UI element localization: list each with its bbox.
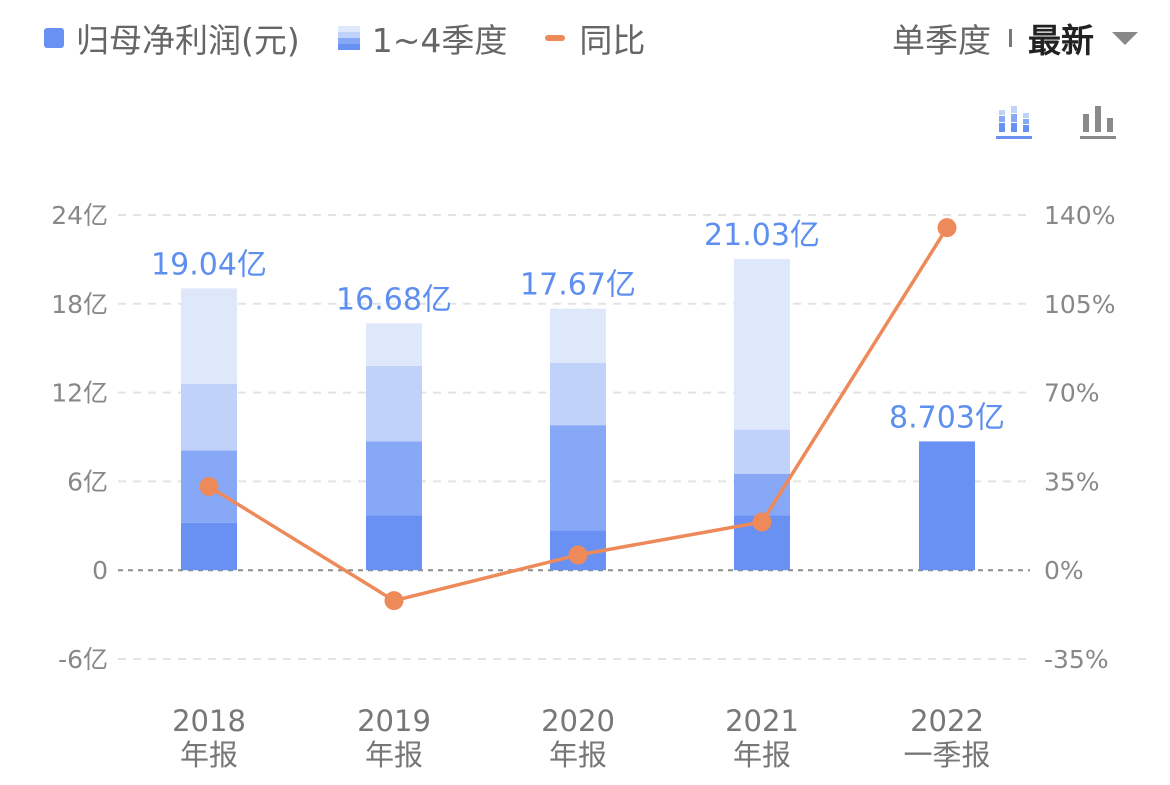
bar-segment-q4 [181, 288, 237, 384]
legend-item-quarters[interactable]: 1~4季度 [337, 14, 508, 62]
legend-swatch-yoy [545, 35, 566, 41]
bar-segment-q4 [734, 258, 790, 430]
bar-total-label: 16.68亿 [336, 282, 452, 317]
legend-item-net-profit[interactable]: 归母净利润(元) [44, 14, 300, 62]
single-quarter-option[interactable]: 单季度 [892, 21, 991, 60]
yoy-point [937, 218, 957, 238]
x-tick-year: 2018 [172, 704, 246, 738]
x-tick-year: 2022 [910, 704, 984, 738]
y-left-tick-label: 12亿 [51, 379, 108, 408]
bar-total-label: 19.04亿 [151, 247, 267, 282]
y-left-tick-label: 24亿 [51, 201, 108, 230]
bar-segment-q4 [550, 308, 606, 363]
period-separator [1009, 29, 1012, 47]
bar-segment-q1 [919, 441, 975, 571]
x-tick-report: 年报 [549, 738, 607, 772]
y-left-tick-label: 18亿 [51, 290, 108, 319]
bar-chart-icon[interactable] [1080, 104, 1116, 142]
legend-label-net-profit: 归母净利润(元) [76, 21, 300, 60]
x-tick-report: 年报 [733, 738, 791, 772]
yoy-point [752, 512, 772, 532]
legend-swatch-quarters [337, 26, 360, 50]
legend-swatch-net-profit [44, 28, 64, 48]
y-right-tick-label: 140% [1044, 201, 1115, 230]
bar-segment-q2 [366, 441, 422, 516]
bar-segment-q2 [734, 474, 790, 516]
y-right-tick-label: 105% [1044, 290, 1115, 319]
y-right-tick-label: 70% [1044, 379, 1100, 408]
yoy-point [568, 545, 588, 565]
y-right-tick-label: 0% [1044, 556, 1084, 585]
bar-total-label: 8.703亿 [889, 400, 1005, 435]
y-left-tick-label: 6亿 [67, 467, 108, 496]
legend-item-yoy[interactable]: 同比 [545, 14, 645, 62]
bar-segment-q3 [734, 429, 790, 474]
bar-segment-q2 [550, 425, 606, 531]
bar-segment-q4 [366, 323, 422, 366]
y-left-tick-label: 0 [92, 556, 108, 585]
bar-total-label: 17.67亿 [520, 268, 636, 303]
bar-segment-q1 [181, 522, 237, 571]
y-right-tick-label: 35% [1044, 467, 1100, 496]
y-left-tick-label: -6亿 [58, 645, 108, 674]
yoy-point [199, 476, 219, 496]
x-tick-report: 年报 [365, 738, 423, 772]
x-tick-year: 2019 [357, 704, 431, 738]
stacked-bar-chart-icon[interactable] [996, 104, 1032, 142]
bar-segment-q3 [366, 365, 422, 442]
yoy-point [384, 591, 404, 611]
bar-segment-q1 [366, 515, 422, 571]
x-tick-report: 年报 [180, 738, 238, 772]
bar-total-label: 21.03亿 [704, 218, 820, 253]
bar-segment-q3 [550, 363, 606, 426]
latest-dropdown[interactable]: 最新 [1028, 21, 1094, 60]
bar-segment-q3 [181, 383, 237, 451]
legend-label-quarters: 1~4季度 [371, 21, 508, 60]
y-right-tick-label: -35% [1044, 645, 1109, 674]
x-tick-year: 2021 [725, 704, 799, 738]
chevron-down-icon[interactable] [1112, 31, 1138, 45]
x-tick-year: 2020 [541, 704, 615, 738]
period-selector: 单季度 最新 [892, 14, 1138, 62]
legend-label-yoy: 同比 [579, 21, 646, 60]
legend: 归母净利润(元) 1~4季度 同比 [44, 14, 683, 62]
x-tick-report: 一季报 [903, 738, 990, 772]
